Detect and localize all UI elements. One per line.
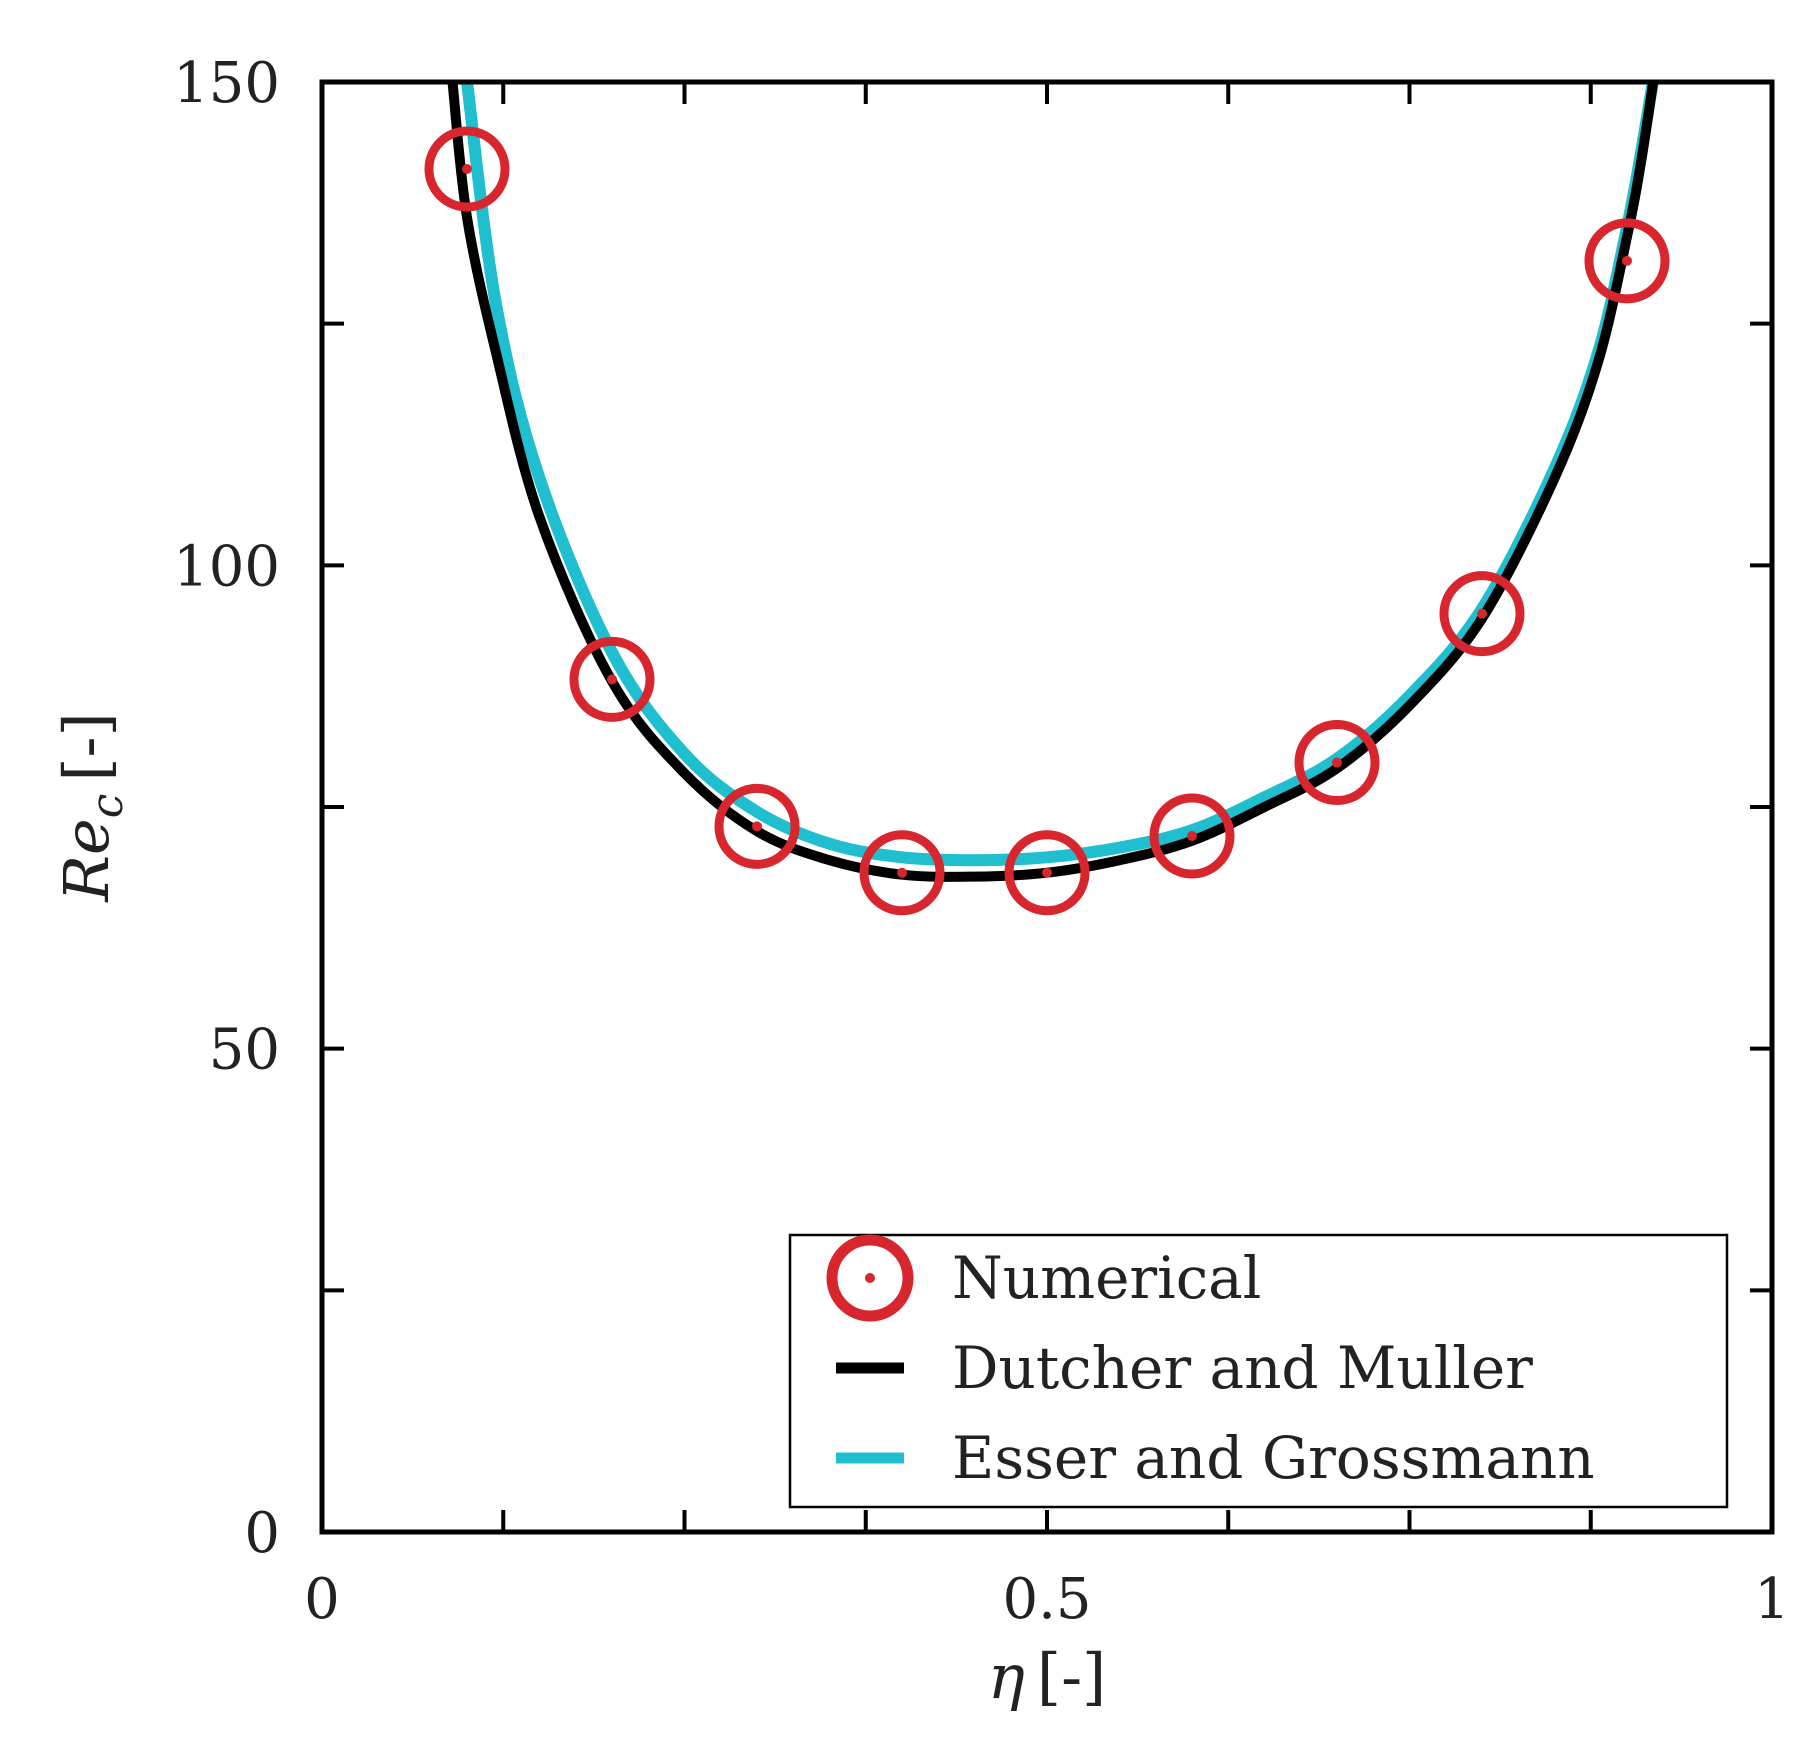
legend-label-esser: Esser and Grossmann bbox=[952, 1424, 1595, 1492]
data-point-marker bbox=[1584, 218, 1670, 304]
y-tick-label: 150 bbox=[173, 51, 280, 116]
y-tick-label: 100 bbox=[173, 534, 280, 599]
y-axis-subscript: c bbox=[82, 794, 133, 819]
legend-label-numerical: Numerical bbox=[952, 1244, 1261, 1312]
data-point-dot bbox=[462, 164, 472, 174]
y-axis-label: Rec [-] bbox=[50, 712, 133, 902]
data-point-dot bbox=[897, 867, 907, 878]
data-point-marker bbox=[1004, 830, 1090, 916]
legend-box bbox=[788, 1233, 1729, 1509]
x-tick-label: 0.5 bbox=[1002, 1567, 1091, 1632]
y-axis-symbol: Re bbox=[50, 818, 123, 902]
data-point-dot bbox=[1187, 831, 1197, 841]
series-line-dutcher-and-muller bbox=[447, 82, 1659, 882]
series-line-esser-and-grossmann bbox=[461, 82, 1659, 867]
legend-marker-numerical-dot bbox=[865, 1273, 875, 1283]
data-point-marker bbox=[1439, 571, 1525, 657]
data-point-marker bbox=[859, 830, 945, 916]
tick-layer: 0 0.5 1 0 50 100 150 bbox=[173, 51, 1790, 1632]
data-point-dot bbox=[607, 674, 617, 685]
series-layer bbox=[447, 82, 1659, 882]
data-point-marker bbox=[569, 636, 655, 722]
legend-marker-numerical bbox=[826, 1234, 914, 1322]
x-axis-unit: [-] bbox=[1037, 1640, 1106, 1713]
x-tick-label: 0 bbox=[304, 1567, 340, 1632]
data-point-marker bbox=[1149, 793, 1235, 879]
y-axis-unit: [-] bbox=[50, 712, 123, 781]
data-point-dot bbox=[752, 821, 762, 832]
data-point-dot bbox=[1042, 867, 1052, 878]
legend: Numerical Dutcher and Muller Esser and G… bbox=[788, 1233, 1729, 1509]
y-tick-label: 50 bbox=[209, 1018, 280, 1083]
data-point-dot bbox=[1477, 608, 1487, 619]
marker-layer bbox=[424, 126, 1670, 916]
x-tick-label: 1 bbox=[1754, 1567, 1790, 1632]
data-point-marker bbox=[1294, 720, 1380, 806]
y-tick-label: 0 bbox=[244, 1501, 280, 1566]
data-point-marker bbox=[424, 126, 510, 212]
data-point-marker bbox=[714, 783, 800, 869]
x-axis-symbol: η bbox=[988, 1640, 1025, 1713]
data-point-dot bbox=[1622, 255, 1632, 266]
legend-label-dutcher: Dutcher and Muller bbox=[952, 1334, 1533, 1402]
x-axis-label: η [-] bbox=[988, 1640, 1106, 1713]
data-point-dot bbox=[1332, 757, 1342, 768]
